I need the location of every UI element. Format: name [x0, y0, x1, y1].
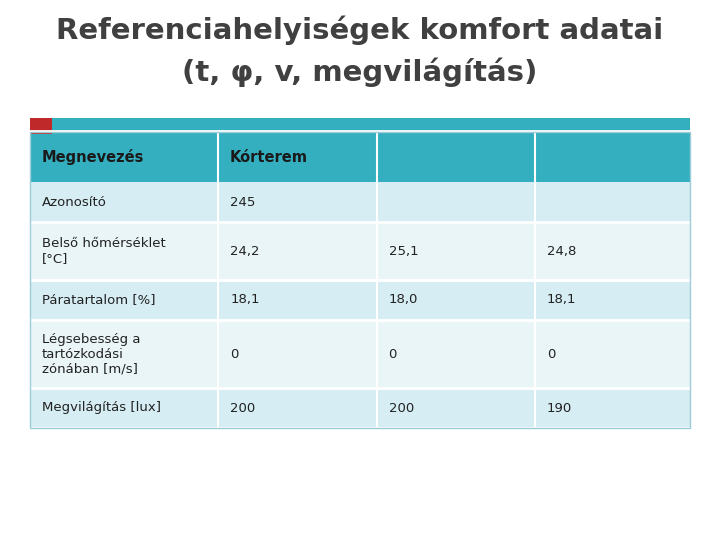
Text: 24,2: 24,2 [230, 245, 260, 258]
Text: 0: 0 [547, 348, 555, 361]
Bar [30, 118, 690, 134]
Bar [30, 132, 690, 428]
Text: 24,8: 24,8 [547, 245, 576, 258]
Bar [30, 388, 690, 428]
Text: 0: 0 [230, 348, 238, 361]
Text: 18,0: 18,0 [389, 294, 418, 307]
Bar [30, 182, 690, 222]
Text: 0: 0 [389, 348, 397, 361]
Text: Légsebesség a
tartózkodási
zónában [m/s]: Légsebesség a tartózkodási zónában [m/s] [42, 333, 140, 375]
Bar [30, 118, 52, 134]
Bar [30, 132, 690, 182]
Bar [30, 280, 690, 320]
Text: 190: 190 [547, 402, 572, 415]
Text: Páratartalom [%]: Páratartalom [%] [42, 294, 156, 307]
Text: (t, φ, v, megvilágítás): (t, φ, v, megvilágítás) [182, 57, 538, 87]
Text: Megnevezés: Megnevezés [42, 149, 145, 165]
Text: 18,1: 18,1 [547, 294, 577, 307]
Bar [30, 222, 690, 280]
Text: 245: 245 [230, 195, 256, 208]
Text: Belső hőmérséklet
[°C]: Belső hőmérséklet [°C] [42, 237, 166, 265]
Bar [30, 320, 690, 388]
Text: Referenciahelyiségek komfort adatai: Referenciahelyiségek komfort adatai [56, 15, 664, 45]
Text: 25,1: 25,1 [389, 245, 418, 258]
Text: 200: 200 [230, 402, 256, 415]
Text: 200: 200 [389, 402, 414, 415]
Text: Azonosító: Azonosító [42, 195, 107, 208]
Text: Kórterem: Kórterem [230, 150, 308, 165]
Text: Megvilágítás [lux]: Megvilágítás [lux] [42, 402, 161, 415]
Text: 18,1: 18,1 [230, 294, 260, 307]
